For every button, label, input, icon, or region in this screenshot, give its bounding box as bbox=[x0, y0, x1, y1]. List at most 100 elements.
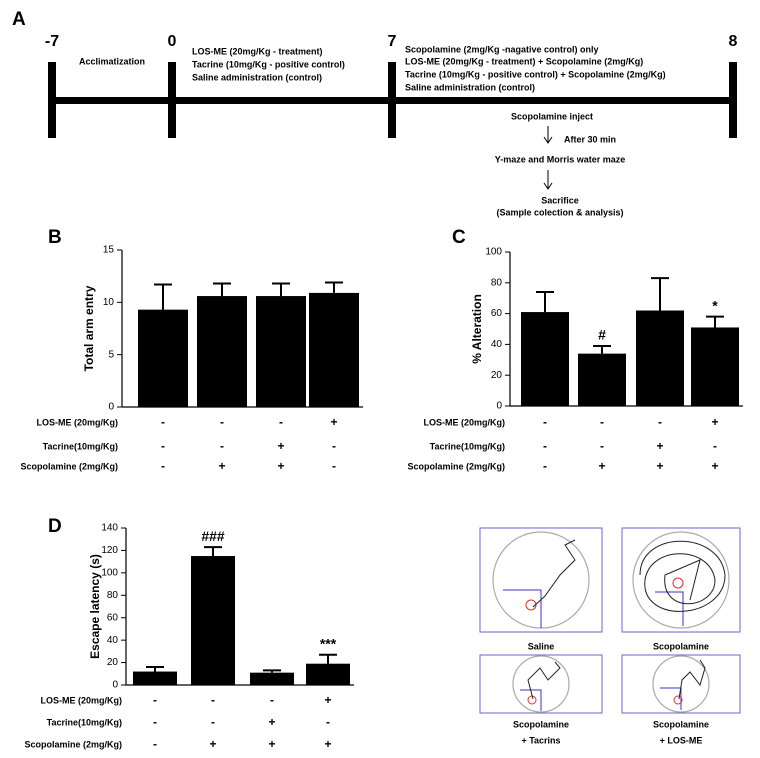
quadrant bbox=[655, 591, 684, 626]
panel-letter: A bbox=[12, 9, 26, 30]
y-axis-label: Total arm entry bbox=[82, 285, 96, 371]
condition-sign: + bbox=[218, 459, 225, 473]
condition-sign: + bbox=[277, 459, 284, 473]
condition-sign: - bbox=[543, 415, 547, 429]
y-tick-label: 40 bbox=[491, 339, 503, 350]
day-bar bbox=[729, 62, 737, 138]
error-bar bbox=[154, 283, 172, 310]
error-bar bbox=[319, 653, 337, 664]
condition-label: Scopolamine (2mg/Kg) bbox=[20, 461, 118, 471]
bar bbox=[578, 353, 626, 406]
track-label: Scopolamine bbox=[653, 719, 709, 729]
day-label: -7 bbox=[45, 33, 59, 50]
error-bar bbox=[263, 669, 281, 673]
y-tick-label: 120 bbox=[101, 545, 118, 556]
condition-sign: - bbox=[211, 715, 215, 729]
path bbox=[527, 661, 561, 700]
period-text: Tacrine (10mg/Kg - positive control) bbox=[192, 59, 345, 69]
condition-sign: - bbox=[326, 715, 330, 729]
bar bbox=[636, 310, 684, 406]
condition-label: LOS-ME (20mg/Kg) bbox=[40, 695, 122, 705]
condition-sign: - bbox=[211, 693, 215, 707]
condition-sign: - bbox=[153, 737, 157, 751]
step-text: After 30 min bbox=[564, 134, 616, 144]
condition-sign: - bbox=[543, 439, 547, 453]
quadrant bbox=[503, 589, 542, 628]
panel-letter: C bbox=[452, 227, 466, 248]
track-label: + Tacrins bbox=[521, 735, 560, 745]
y-tick-label: 5 bbox=[108, 349, 114, 360]
significance: ### bbox=[201, 528, 225, 544]
condition-sign: - bbox=[161, 459, 165, 473]
period-text: Acclimatization bbox=[79, 56, 145, 66]
condition-sign: - bbox=[153, 693, 157, 707]
path bbox=[532, 539, 576, 608]
condition-sign: - bbox=[279, 415, 283, 429]
condition-sign: + bbox=[711, 415, 718, 429]
condition-sign: - bbox=[220, 415, 224, 429]
y-tick-label: 10 bbox=[103, 297, 115, 308]
condition-sign: - bbox=[220, 439, 224, 453]
y-tick-label: 140 bbox=[101, 523, 118, 534]
condition-sign: - bbox=[543, 459, 547, 473]
condition-sign: + bbox=[324, 693, 331, 707]
condition-label: Tacrine(10mg/Kg) bbox=[47, 717, 122, 727]
day-bar bbox=[388, 62, 396, 138]
arrow bbox=[543, 126, 553, 144]
error-bar bbox=[706, 315, 724, 328]
track-box bbox=[621, 527, 741, 633]
step-text: Scopolamine inject bbox=[511, 111, 593, 121]
y-tick-label: 40 bbox=[107, 635, 119, 646]
significance: # bbox=[598, 327, 606, 343]
condition-sign: - bbox=[161, 439, 165, 453]
y-tick-label: 0 bbox=[108, 402, 114, 413]
quadrant bbox=[520, 689, 542, 711]
platform bbox=[672, 577, 684, 589]
period-text: LOS-ME (20mg/Kg - treatment) bbox=[192, 46, 323, 56]
panel-letter: D bbox=[48, 516, 62, 537]
platform bbox=[673, 695, 683, 705]
panel-letter: B bbox=[48, 227, 62, 248]
bar bbox=[521, 312, 569, 406]
bar bbox=[256, 296, 306, 407]
y-tick-label: 0 bbox=[496, 401, 502, 412]
y-tick-label: 20 bbox=[107, 657, 119, 668]
condition-sign: - bbox=[270, 693, 274, 707]
condition-label: Scopolamine (2mg/Kg) bbox=[24, 739, 122, 749]
day-label: 0 bbox=[168, 33, 177, 50]
error-bar bbox=[593, 344, 611, 354]
condition-sign: + bbox=[598, 459, 605, 473]
condition-sign: + bbox=[268, 737, 275, 751]
day-label: 8 bbox=[729, 33, 738, 50]
y-axis-label: % Alteration bbox=[470, 294, 484, 364]
bar bbox=[309, 292, 359, 407]
condition-sign: + bbox=[656, 459, 663, 473]
condition-sign: + bbox=[268, 715, 275, 729]
y-tick-label: 80 bbox=[491, 277, 503, 288]
condition-label: Tacrine(10mg/Kg) bbox=[43, 441, 118, 451]
error-bar bbox=[536, 291, 554, 313]
path bbox=[678, 659, 706, 700]
condition-sign: + bbox=[330, 415, 337, 429]
condition-sign: - bbox=[153, 715, 157, 729]
bar bbox=[133, 671, 177, 685]
path bbox=[639, 540, 726, 612]
swim-tracks bbox=[479, 527, 741, 714]
significance: *** bbox=[320, 635, 337, 651]
condition-label: Tacrine(10mg/Kg) bbox=[430, 441, 505, 451]
condition-sign: - bbox=[600, 415, 604, 429]
arena bbox=[652, 655, 710, 713]
step-text: Sacrifice bbox=[541, 195, 579, 205]
error-bar bbox=[204, 546, 222, 557]
condition-sign: - bbox=[332, 459, 336, 473]
day-bar bbox=[48, 62, 56, 138]
y-axis-label: Escape latency (s) bbox=[88, 554, 102, 659]
timeline: A -7 0 7 8 Acclimatization LOS-ME (20mg/… bbox=[12, 9, 738, 217]
y-tick-label: 0 bbox=[112, 680, 118, 691]
day-bar bbox=[168, 62, 176, 138]
y-tick-label: 60 bbox=[491, 308, 503, 319]
condition-sign: + bbox=[209, 737, 216, 751]
error-bar bbox=[651, 277, 669, 311]
error-bar bbox=[325, 281, 343, 293]
